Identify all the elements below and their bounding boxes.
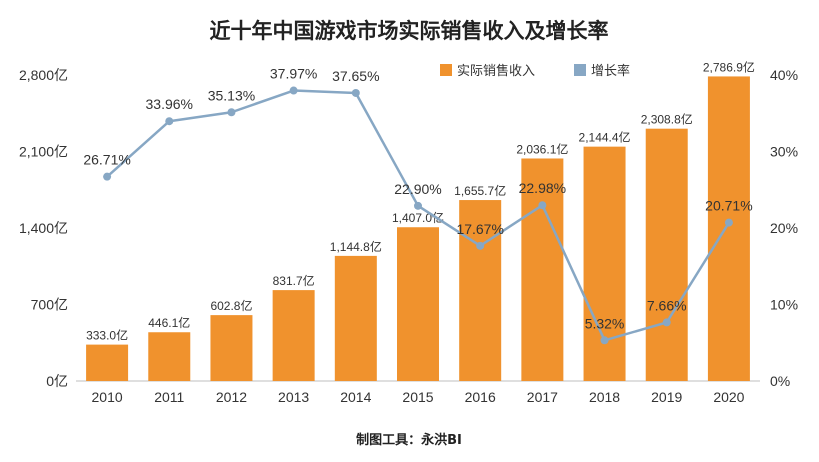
- chart-title: 近十年中国游戏市场实际销售收入及增长率: [210, 19, 609, 43]
- bar-value-label: 1,144.8亿: [330, 239, 382, 254]
- left-tick-label: 2,100亿: [19, 144, 68, 160]
- growth-point: [600, 336, 609, 345]
- x-tick-label: 2018: [589, 389, 620, 405]
- left-tick-label: 2,800亿: [19, 67, 68, 83]
- growth-value-label: 5.32%: [585, 315, 625, 331]
- growth-point: [538, 201, 547, 210]
- x-axis: 2010 2011 2012 2013 2014 2015 2016 2017 2018 2019…: [76, 380, 760, 405]
- legend: 实际销售收入 增长率: [440, 63, 630, 79]
- growth-value-label: 37.65%: [332, 68, 379, 84]
- growth-value-label: 22.98%: [519, 180, 566, 196]
- right-tick-label: 0%: [770, 373, 790, 389]
- bar-value-label: 2,144.4亿: [579, 130, 631, 145]
- bar-value-label: 831.7亿: [273, 273, 315, 288]
- bar-value-label: 2,308.8亿: [641, 112, 693, 127]
- growth-value-label: 7.66%: [647, 297, 687, 313]
- growth-value-label: 20.71%: [705, 198, 752, 214]
- x-tick-label: 2014: [340, 389, 371, 405]
- x-tick-label: 2015: [402, 389, 433, 405]
- x-tick-label: 2016: [465, 389, 496, 405]
- bar-value-label: 1,655.7亿: [454, 183, 506, 198]
- growth-point: [227, 108, 236, 117]
- bar: [521, 158, 564, 381]
- left-tick-label: 1,400亿: [19, 220, 68, 236]
- right-tick-label: 30%: [770, 144, 798, 160]
- growth-point: [724, 218, 733, 227]
- left-tick-label: 700亿: [31, 297, 68, 313]
- x-tick-label: 2020: [713, 389, 744, 405]
- bar: [334, 255, 377, 381]
- bar-value-label: 2,786.9亿: [703, 59, 755, 74]
- x-tick-label: 2012: [216, 389, 247, 405]
- bars: [86, 76, 750, 381]
- right-tick-label: 20%: [770, 220, 798, 236]
- growth-point: [103, 172, 112, 181]
- growth-labels: 26.71% 33.96% 35.13% 37.97% 37.65% 22.90% 17.6…: [83, 66, 752, 332]
- growth-value-label: 17.67%: [456, 221, 503, 237]
- bar-value-label: 446.1亿: [148, 315, 190, 330]
- legend-label-growth: 增长率: [591, 63, 630, 79]
- legend-swatch-growth: [574, 64, 586, 76]
- bar: [210, 315, 253, 381]
- growth-point: [662, 318, 671, 327]
- x-tick-label: 2019: [651, 389, 682, 405]
- growth-point: [476, 241, 485, 250]
- growth-value-label: 33.96%: [146, 96, 193, 112]
- right-tick-label: 10%: [770, 297, 798, 313]
- source-note: 制图工具：永洪BI: [356, 432, 462, 448]
- bar-labels: 333.0亿446.1亿602.8亿831.7亿1,144.8亿1,407.0亿…: [86, 59, 755, 342]
- bar: [86, 344, 129, 381]
- bar: [583, 146, 626, 381]
- legend-label-revenue: 实际销售收入: [457, 63, 535, 79]
- bar: [459, 200, 502, 381]
- growth-point: [414, 201, 422, 210]
- x-tick-label: 2013: [278, 389, 309, 405]
- x-tick-label: 2010: [92, 389, 123, 405]
- growth-value-label: 26.71%: [83, 152, 130, 168]
- x-tick-label: 2011: [154, 389, 184, 405]
- bar-value-label: 333.0亿: [86, 328, 128, 343]
- right-tick-label: 40%: [770, 67, 798, 83]
- right-axis: 0% 10% 20% 30% 40%: [770, 67, 798, 389]
- legend-swatch-revenue: [440, 64, 452, 76]
- bar: [272, 290, 315, 381]
- x-tick-label: 2017: [527, 389, 558, 405]
- bar: [148, 332, 191, 381]
- growth-point: [351, 88, 360, 97]
- bar-value-label: 2,036.1亿: [516, 141, 568, 156]
- growth-point: [289, 86, 298, 95]
- left-axis: 0亿 700亿 1,400亿 2,100亿 2,800亿: [19, 67, 68, 389]
- growth-point: [165, 117, 174, 126]
- growth-line: [103, 86, 733, 345]
- bar: [645, 128, 688, 381]
- bar-value-label: 602.8亿: [210, 298, 252, 313]
- growth-value-label: 22.90%: [394, 181, 441, 197]
- bar: [707, 76, 750, 381]
- left-tick-label: 0亿: [46, 373, 68, 389]
- bar: [397, 227, 439, 381]
- growth-value-label: 35.13%: [208, 87, 255, 103]
- growth-value-label: 37.97%: [270, 66, 317, 82]
